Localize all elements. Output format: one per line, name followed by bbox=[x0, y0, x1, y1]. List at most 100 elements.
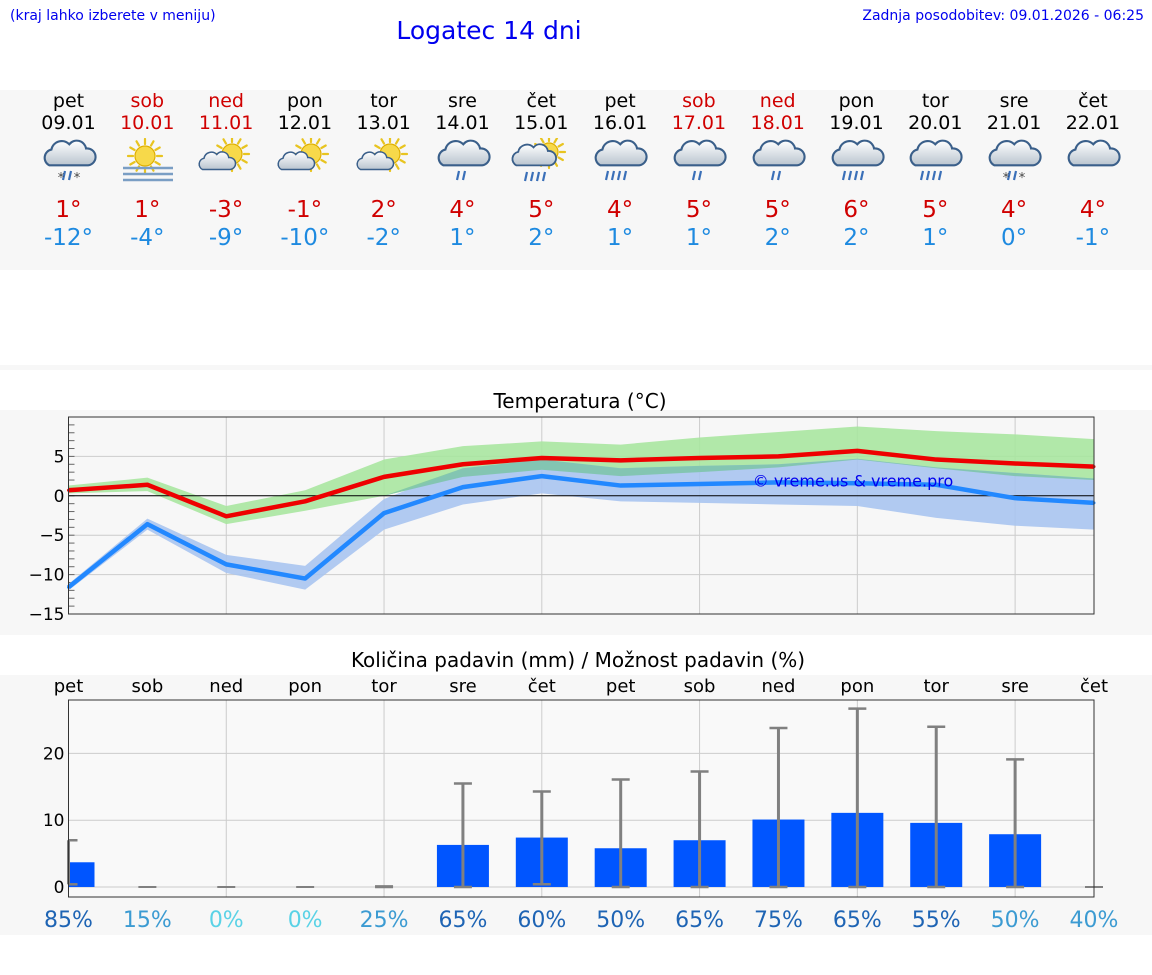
day-label: sob bbox=[131, 676, 163, 697]
rain-drop bbox=[61, 170, 66, 181]
day-forecast: pon 12.01 -1° -10° bbox=[265, 90, 345, 252]
cloud-shape bbox=[43, 139, 97, 167]
day-forecast: sob 10.01 1° -4° bbox=[107, 90, 187, 252]
day-date: 21.01 bbox=[986, 112, 1042, 134]
rain-drop bbox=[859, 170, 864, 181]
day-forecast: sre 14.01 4° 1° bbox=[423, 90, 503, 252]
max-temperature: 4° bbox=[1079, 197, 1106, 223]
rain-drop bbox=[697, 170, 702, 181]
precip-bar bbox=[68, 862, 95, 887]
day-name: pet bbox=[52, 90, 85, 112]
day-date: 14.01 bbox=[435, 112, 490, 134]
min-temperature-line bbox=[67, 473, 1095, 589]
cloud-shape bbox=[752, 139, 806, 167]
day-name: tor bbox=[370, 90, 398, 112]
partly-cloudy-icon bbox=[198, 138, 251, 173]
y-tick-label: 5 bbox=[54, 447, 65, 467]
min-temp-point bbox=[934, 483, 938, 487]
plot-frame bbox=[68, 699, 1095, 898]
day-name: čet bbox=[526, 90, 557, 112]
snowflake: * bbox=[73, 171, 80, 186]
max-temp-point bbox=[698, 456, 702, 460]
min-temperature: -10° bbox=[280, 225, 330, 251]
y-tick-label: 20 bbox=[43, 744, 65, 764]
partly-cloudy-icon bbox=[277, 138, 329, 173]
max-temperature: 5° bbox=[922, 197, 949, 223]
day-label: čet bbox=[528, 676, 556, 697]
cloud-shape bbox=[198, 151, 237, 171]
location-hint-link[interactable]: (kraj lahko izberete v meniju) bbox=[10, 8, 216, 24]
min-temperature: 2° bbox=[843, 225, 870, 251]
cloud-snow-rain-icon: * * bbox=[43, 139, 97, 186]
day-forecast: pon 19.01 6° 2° bbox=[817, 90, 897, 252]
min-temperature: -2° bbox=[366, 225, 401, 251]
day-name: čet bbox=[1078, 90, 1108, 112]
min-temp-point bbox=[1013, 496, 1017, 500]
day-date: 10.01 bbox=[120, 112, 175, 134]
rain-drop bbox=[1013, 170, 1018, 181]
range-overlap-band bbox=[68, 458, 1094, 525]
max-temperature: -1° bbox=[287, 197, 323, 223]
snowflake: * bbox=[57, 171, 64, 186]
min-temperature: 2° bbox=[764, 225, 791, 251]
day-name: pon bbox=[287, 90, 323, 112]
precipitation-chart: Količina padavin (mm) / Možnost padavin … bbox=[0, 648, 1152, 935]
max-temp-point bbox=[382, 475, 386, 479]
snowflake: * bbox=[1003, 171, 1010, 186]
min-temp-point bbox=[619, 484, 623, 488]
max-temperature: -3° bbox=[208, 197, 244, 223]
precip-probability: 60% bbox=[517, 908, 566, 933]
day-forecast: pet 09.01 * * 1° -12° bbox=[29, 90, 109, 252]
rain-drop bbox=[617, 170, 622, 181]
cloud-heavy-rain-icon bbox=[909, 139, 963, 181]
precipitation-chart-title: Količina padavin (mm) / Možnost padavin … bbox=[351, 648, 805, 672]
rain-drop bbox=[542, 171, 547, 182]
day-label: pet bbox=[606, 676, 636, 697]
rain-drop bbox=[776, 170, 781, 181]
cloud-shape bbox=[511, 143, 558, 167]
rain-drop bbox=[611, 170, 616, 181]
max-temperature: 4° bbox=[449, 197, 476, 223]
cloud-shape bbox=[277, 151, 316, 171]
cloud-rain-icon bbox=[752, 139, 806, 181]
min-temp-point bbox=[145, 522, 149, 526]
rain-drop bbox=[691, 170, 696, 181]
max-temperature: 2° bbox=[370, 197, 397, 223]
cloud-shape bbox=[831, 139, 885, 167]
daily-forecast-strip: pet 09.01 * * 1° -12° sob 10.01 1° -4° ned 11.01 -3°… bbox=[0, 90, 1152, 270]
day-forecast: ned 11.01 -3° -9° bbox=[186, 90, 266, 252]
day-date: 15.01 bbox=[514, 112, 569, 134]
day-date: 22.01 bbox=[1065, 112, 1121, 134]
rain-drop bbox=[536, 171, 541, 182]
day-forecast: tor 13.01 2° -2° bbox=[344, 90, 424, 252]
rain-drop bbox=[938, 170, 943, 181]
rain-drop bbox=[530, 171, 535, 182]
day-date: 17.01 bbox=[671, 112, 727, 134]
y-tick-label: −5 bbox=[39, 526, 64, 546]
max-temperature: 5° bbox=[528, 197, 555, 223]
day-date: 16.01 bbox=[592, 112, 648, 134]
max-temp-point bbox=[540, 456, 544, 460]
rain-drop bbox=[770, 170, 775, 181]
day-label: tor bbox=[923, 676, 949, 697]
day-date: 13.01 bbox=[356, 112, 411, 134]
rain-drop bbox=[926, 170, 931, 181]
rain-drop bbox=[920, 170, 925, 181]
day-forecast: sre 21.01 * * 4° 0° bbox=[974, 90, 1054, 252]
min-temp-point bbox=[303, 577, 307, 581]
watermark: © vreme.us & vreme.pro bbox=[753, 471, 954, 490]
min-temperature: 2° bbox=[528, 225, 555, 251]
cloud-shape bbox=[673, 139, 727, 167]
rain-drop bbox=[847, 170, 852, 181]
day-forecast: čet 15.01 5° 2° bbox=[501, 90, 581, 252]
min-temperature: 1° bbox=[449, 225, 476, 251]
min-temperature: -12° bbox=[43, 225, 94, 251]
precip-probability: 50% bbox=[596, 908, 645, 933]
max-temperature: 4° bbox=[1001, 197, 1028, 223]
y-tick-label: 0 bbox=[54, 878, 65, 898]
min-temp-point bbox=[698, 482, 702, 486]
y-tick-label: 0 bbox=[54, 487, 65, 507]
precip-probability: 55% bbox=[912, 908, 961, 933]
max-temperature: 5° bbox=[764, 197, 791, 223]
precip-probability: 65% bbox=[438, 908, 487, 933]
